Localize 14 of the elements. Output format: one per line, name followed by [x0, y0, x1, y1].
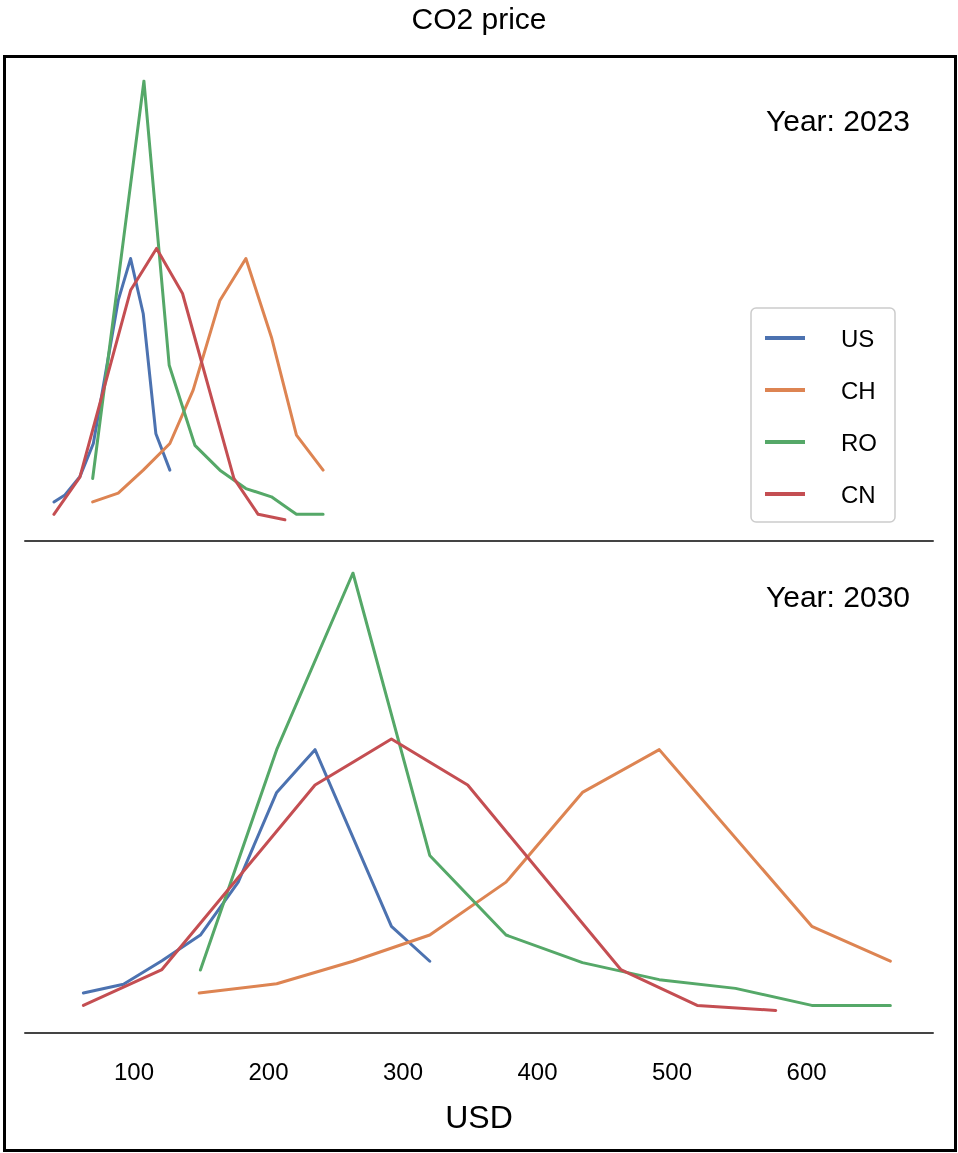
legend-label: RO — [841, 428, 877, 456]
x-axis-title: USD — [445, 1099, 513, 1135]
x-tick-label: 500 — [652, 1057, 693, 1085]
x-tick-label: 600 — [786, 1057, 827, 1085]
x-tick-label: 400 — [517, 1057, 558, 1085]
annotation: Year: 2023 — [765, 103, 911, 137]
x-tick-label: 200 — [248, 1057, 289, 1085]
legend-label: CN — [841, 480, 876, 508]
x-tick-label: 300 — [382, 1057, 424, 1085]
annotation: Year: 2030 — [765, 579, 911, 613]
legend-label: US — [841, 324, 875, 352]
legend-label: CH — [841, 376, 876, 404]
chart-title: CO2 price — [410, 2, 548, 36]
x-tick-label: 100 — [113, 1057, 154, 1085]
